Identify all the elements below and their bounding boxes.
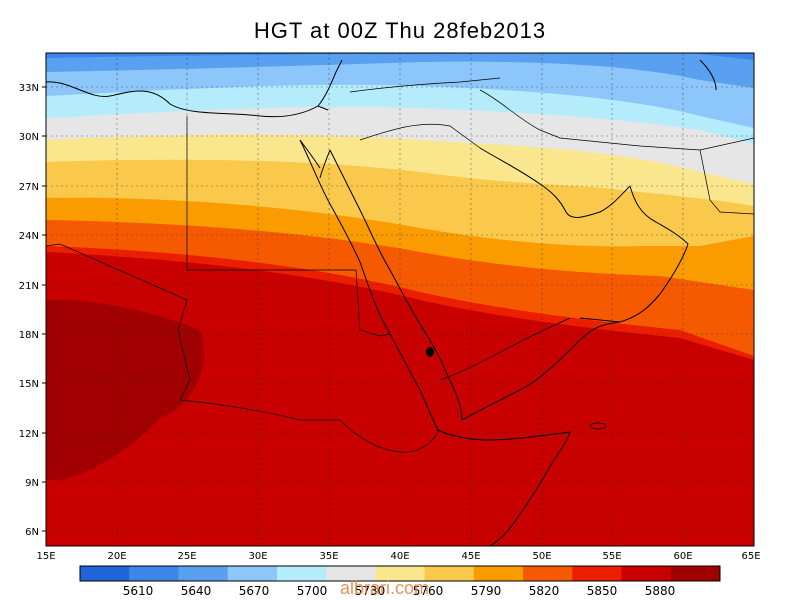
colorbar-swatch	[621, 566, 672, 581]
colorbar	[79, 565, 721, 582]
turkey-border	[349, 77, 501, 93]
caspian-hint	[699, 59, 717, 91]
iran-borders	[479, 89, 754, 151]
socotra	[589, 422, 607, 430]
arabian-gulf	[479, 147, 631, 218]
longitude-labels: 15E 20E 25E 30E 35E 40E 45E 50E 55E 60E …	[36, 551, 760, 562]
colorbar-label: 5880	[645, 584, 676, 598]
colorbar-swatch	[523, 566, 573, 581]
colorbar-swatch	[326, 566, 376, 581]
colorbar-label: 5790	[471, 584, 502, 598]
colorbar-label: 5850	[587, 584, 618, 598]
lat-label: 18N	[19, 330, 39, 341]
colorbar-label: 5610	[123, 584, 154, 598]
lon-label: 15E	[36, 551, 55, 562]
saudi-yemen-border	[439, 317, 571, 381]
lat-label: 30N	[19, 132, 39, 143]
oman-coast	[579, 185, 689, 323]
watermark: albrari.com	[340, 578, 430, 598]
lake-tana	[426, 347, 434, 357]
colorbar-label: 5640	[181, 584, 212, 598]
colorbar-border	[79, 565, 721, 582]
horn-of-africa	[437, 429, 571, 546]
lat-label: 9N	[25, 478, 39, 489]
yemen-south-coast	[461, 321, 621, 421]
lat-label: 33N	[19, 83, 39, 94]
colorbar-swatch	[80, 566, 130, 581]
lon-label: 50E	[532, 551, 551, 562]
colorbar-swatch	[178, 566, 229, 581]
colorbar-labels: 5610 5640 5670 5700 5730 5760 5790 5820 …	[123, 584, 676, 598]
axis-ticks	[42, 86, 46, 532]
colorbar-swatch	[473, 566, 524, 581]
colorbar-swatch	[424, 566, 475, 581]
colorbar-label: 5700	[297, 584, 328, 598]
pakistan-border	[699, 149, 754, 215]
south-sudan-border	[179, 399, 340, 421]
gulf-of-suez	[299, 139, 331, 179]
lon-label: 60E	[673, 551, 692, 562]
latitude-labels: 33N 30N 27N 24N 21N 18N 15N 12N 9N 6N	[19, 83, 39, 538]
lon-label: 30E	[248, 551, 267, 562]
lon-label: 20E	[107, 551, 126, 562]
map-title: HGT at 00Z Thu 28feb2013	[253, 18, 547, 43]
lon-label: 35E	[319, 551, 338, 562]
lon-label: 25E	[177, 551, 196, 562]
lat-label: 27N	[19, 182, 39, 193]
height-field	[46, 53, 754, 546]
coastlines	[46, 59, 717, 546]
levant-coast	[317, 59, 343, 107]
sudan-eritrea-border	[355, 269, 391, 337]
lon-label: 65E	[741, 551, 760, 562]
sudan-chad-border	[177, 299, 191, 401]
colorbar-swatch	[375, 566, 426, 581]
ethiopia-border	[339, 419, 439, 453]
red-sea-east	[329, 149, 463, 421]
lon-label: 40E	[390, 551, 409, 562]
lat-label: 6N	[25, 527, 39, 538]
colorbar-label: 5730	[355, 584, 386, 598]
colorbar-swatch	[276, 566, 327, 581]
lat-label: 12N	[19, 429, 39, 440]
gridlines	[46, 53, 754, 546]
colorbar-swatch	[572, 566, 623, 581]
lon-label: 55E	[602, 551, 621, 562]
lon-label: 45E	[461, 551, 480, 562]
colorbar-swatch	[129, 566, 179, 581]
lat-label: 24N	[19, 231, 39, 242]
mediterranean-coast	[46, 81, 329, 118]
colorbar-label: 5670	[239, 584, 270, 598]
map-border	[45, 52, 755, 547]
lat-label: 15N	[19, 379, 39, 390]
borders	[46, 77, 754, 453]
red-sea-west	[299, 139, 439, 431]
colorbar-swatch	[227, 566, 278, 581]
band-5940	[46, 299, 204, 480]
saudi-iraq-border	[359, 123, 481, 149]
colorbar-label: 5820	[529, 584, 560, 598]
libya-chad-border	[46, 243, 188, 301]
colorbar-swatch	[670, 566, 721, 581]
colorbar-label: 5760	[413, 584, 444, 598]
lat-label: 21N	[19, 281, 39, 292]
